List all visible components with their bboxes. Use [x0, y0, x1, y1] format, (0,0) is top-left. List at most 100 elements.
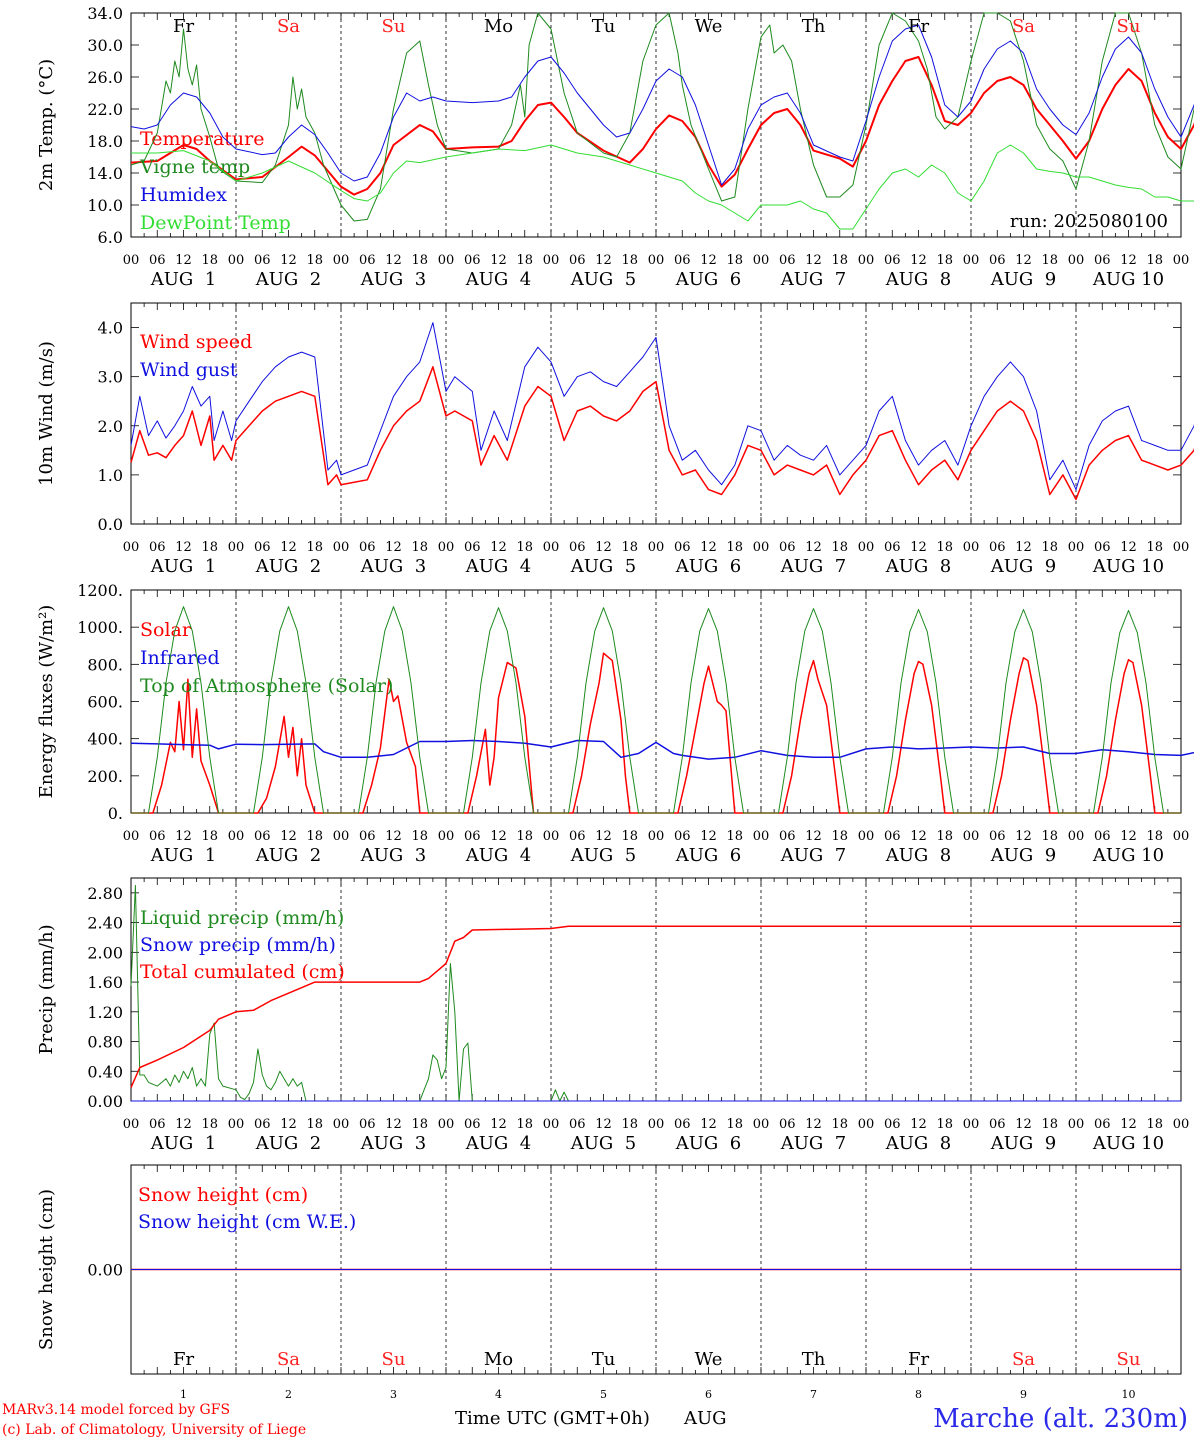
hour-tick-label: 00 [543, 253, 560, 268]
y-tick-label: 800. [87, 655, 123, 674]
hour-tick-label: 06 [254, 540, 271, 555]
hour-tick-label: 00 [858, 540, 875, 555]
hour-tick-label: 00 [333, 829, 350, 844]
hour-tick-label: 18 [1041, 1117, 1058, 1132]
y-axis-label: Precip (mm/h) [36, 924, 57, 1054]
y-tick-label: 1.20 [87, 1003, 123, 1022]
hour-tick-label: 18 [1146, 540, 1163, 555]
hour-tick-label: 00 [963, 829, 980, 844]
hour-tick-label: 18 [1146, 253, 1163, 268]
date-label: AUG 2 [255, 1133, 321, 1154]
hour-tick-label: 12 [1015, 540, 1032, 555]
hour-tick-label: 18 [516, 829, 533, 844]
day-abbr: Th [802, 16, 826, 37]
hour-tick-label: 18 [1146, 1117, 1163, 1132]
hour-tick-label: 18 [516, 253, 533, 268]
day-abbr: We [695, 1349, 723, 1370]
hour-tick-label: 18 [306, 829, 323, 844]
hour-tick-label: 12 [595, 829, 612, 844]
hour-tick-label: 00 [648, 829, 665, 844]
hour-tick-label: 06 [464, 253, 481, 268]
hour-tick-label: 12 [595, 253, 612, 268]
series-line-dewpoint-temp [131, 144, 1194, 230]
day-abbr: Su [382, 16, 406, 37]
hour-tick-label: 00 [1068, 253, 1085, 268]
hour-tick-label: 06 [884, 1117, 901, 1132]
y-tick-label: 3.0 [98, 368, 123, 387]
day-abbr: Mo [484, 1349, 513, 1370]
hour-tick-label: 00 [543, 1117, 560, 1132]
day-abbr: Sa [1012, 1349, 1035, 1370]
day-abbr: Th [802, 1349, 826, 1370]
hour-tick-label: 00 [228, 1117, 245, 1132]
legend-entry: Wind gust [140, 359, 238, 381]
hour-tick-label: 06 [674, 540, 691, 555]
hour-tick-label: 06 [254, 253, 271, 268]
hour-tick-label: 00 [438, 1117, 455, 1132]
date-label: AUG 1 [150, 556, 216, 577]
y-tick-label: 1.60 [87, 973, 123, 992]
hour-tick-label: 00 [963, 253, 980, 268]
hour-tick-label: 00 [1173, 1117, 1190, 1132]
hour-tick-label: 12 [175, 829, 192, 844]
hour-tick-label: 00 [333, 253, 350, 268]
legend-entry: Total cumulated (cm) [140, 961, 345, 983]
date-label: AUG 2 [255, 269, 321, 290]
panel-2: 0.0 1.0 2.0 3.0 4.0 10m Wind (m/s) 00 06 12 18 00 0… [36, 302, 1194, 577]
date-label: AUG 3 [360, 845, 426, 866]
hour-tick-label: 00 [1173, 540, 1190, 555]
date-label: AUG 5 [570, 845, 636, 866]
hour-tick-label: 00 [753, 540, 770, 555]
hour-tick-label: 00 [648, 253, 665, 268]
hour-tick-label: 12 [175, 1117, 192, 1132]
hour-tick-label: 00 [228, 253, 245, 268]
hour-tick-label: 12 [490, 829, 507, 844]
hour-tick-label: 12 [385, 1117, 402, 1132]
legend-entry: DewPoint Temp [140, 212, 291, 234]
day-abbr: Su [1117, 1349, 1141, 1370]
hour-tick-label: 00 [123, 829, 140, 844]
day-abbr: Sa [1012, 16, 1035, 37]
legend-entry: Snow precip (mm/h) [140, 934, 336, 956]
date-label: AUG 10 [1092, 1133, 1164, 1154]
hour-tick-label: 18 [726, 829, 743, 844]
legend-entry: Snow height (cm) [138, 1184, 308, 1206]
hour-tick-label: 06 [884, 253, 901, 268]
hour-tick-label: 18 [201, 540, 218, 555]
day-abbr: Sa [277, 16, 300, 37]
hour-tick-label: 00 [543, 829, 560, 844]
day-abbr: Tu [592, 16, 616, 37]
legend-entry: Infrared [140, 647, 220, 669]
hour-tick-label: 06 [569, 829, 586, 844]
legend-entry: Solar [140, 619, 192, 641]
hour-tick-label: 18 [411, 1117, 428, 1132]
y-tick-label: 200. [87, 767, 123, 786]
day-abbr: Su [382, 1349, 406, 1370]
hour-tick-label: 06 [464, 540, 481, 555]
hour-tick-label: 18 [936, 540, 953, 555]
hour-tick-label: 12 [1120, 540, 1137, 555]
day-abbr: Fr [908, 16, 929, 37]
hour-tick-label: 06 [359, 540, 376, 555]
panel-3: 0. 200. 400. 600. 800. 1000. 1200. Energy fluxe… [36, 581, 1194, 866]
series-line-wind-speed [130, 366, 1194, 501]
y-axis-label: Energy fluxes (W/m²) [36, 605, 57, 799]
day-number: 1 [180, 1388, 187, 1401]
day-abbr: Sa [277, 1349, 300, 1370]
legend-entry: Wind speed [140, 331, 252, 353]
hour-tick-label: 00 [438, 540, 455, 555]
station-label: Marche (alt. 230m) [933, 1404, 1188, 1434]
hour-tick-label: 12 [280, 540, 297, 555]
hour-tick-label: 06 [149, 1117, 166, 1132]
y-tick-label: 34.0 [87, 4, 123, 23]
hour-tick-label: 18 [516, 1117, 533, 1132]
hour-tick-label: 06 [149, 829, 166, 844]
day-abbr: Su [1117, 16, 1141, 37]
y-tick-label: 1.0 [98, 466, 123, 485]
date-label: AUG 6 [675, 1133, 741, 1154]
hour-tick-label: 12 [1015, 253, 1032, 268]
series-line-total-cumulated-cm [130, 925, 1181, 1088]
day-number: 6 [705, 1388, 712, 1401]
panel-1: 6.0 10.0 14.0 18.0 22.0 26.0 30.0 34.0 2m Temp. … [36, 4, 1194, 290]
hour-tick-label: 12 [385, 829, 402, 844]
